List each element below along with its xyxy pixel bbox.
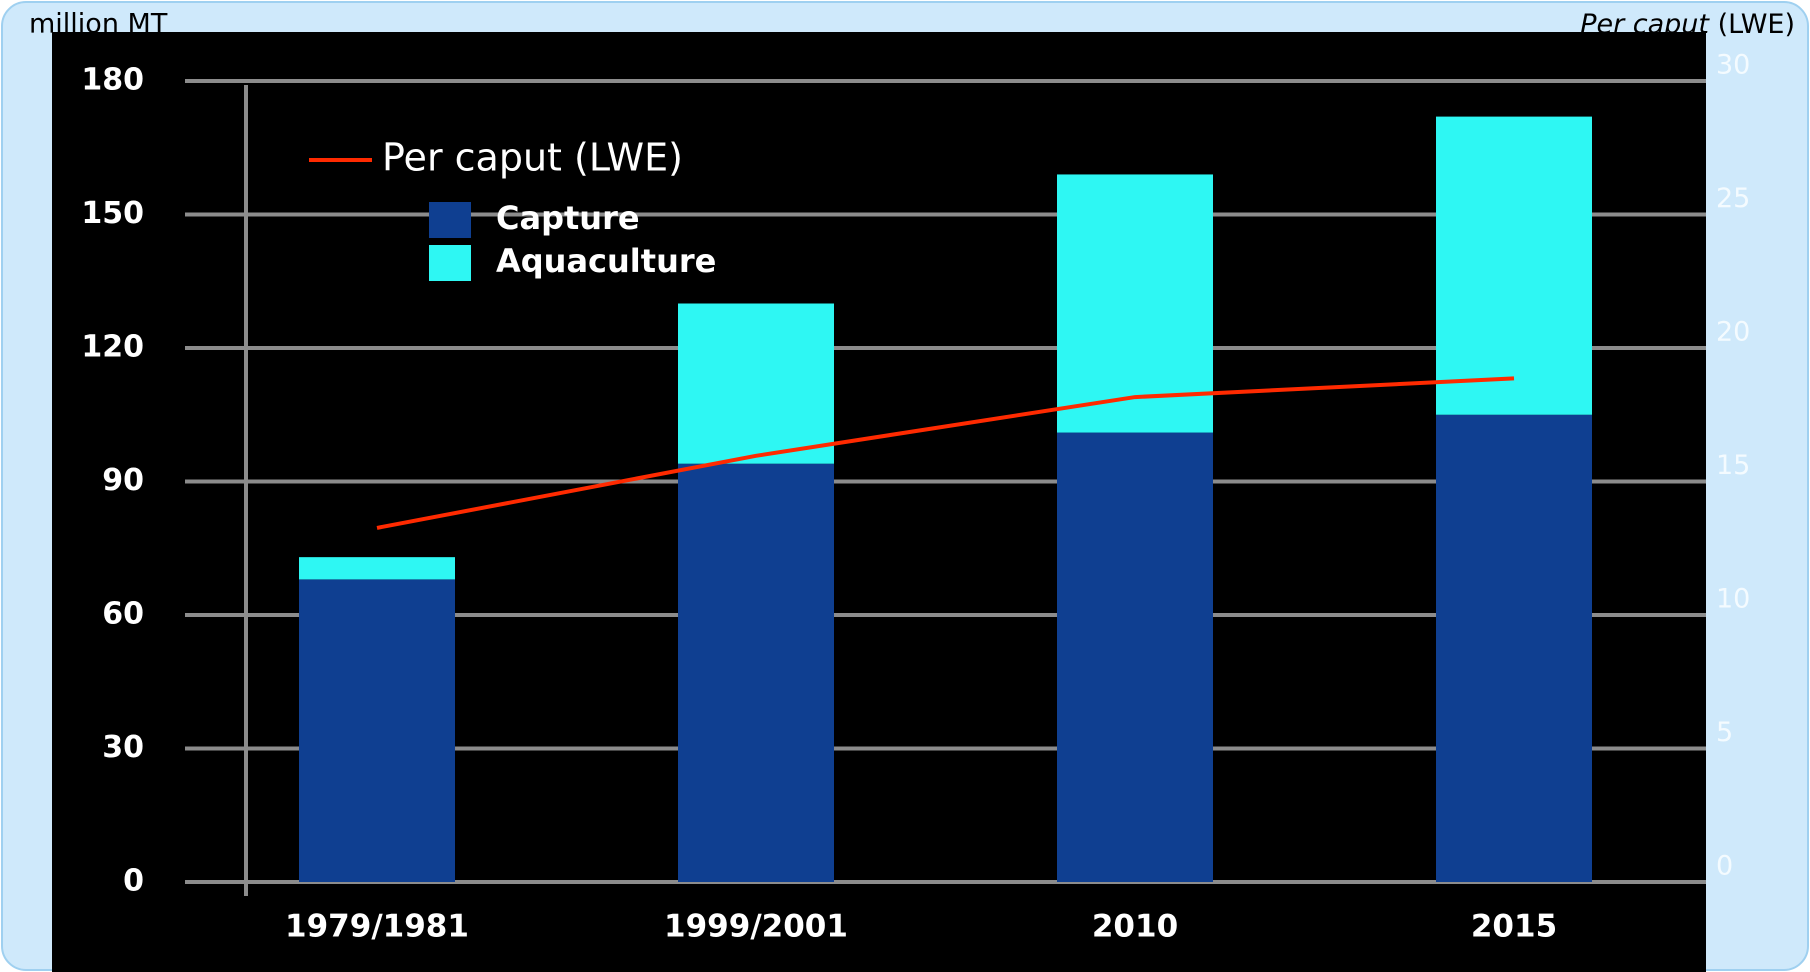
y2-tick-label: 30 [1716, 50, 1750, 81]
y-tick-label: 60 [102, 597, 144, 632]
legend-label: Capture [496, 199, 640, 237]
y2-tick-label: 5 [1716, 717, 1733, 748]
legend-swatch [429, 202, 471, 238]
bar-segment [1057, 432, 1213, 882]
y2-tick-label: 25 [1716, 183, 1750, 214]
y-axis-label: million MT [29, 9, 168, 40]
bar-segment [299, 557, 455, 580]
y2-tick-label: 10 [1716, 584, 1750, 615]
y-tick-label: 30 [102, 730, 144, 765]
legend-label: Aquaculture [496, 242, 716, 280]
legend-label: Per caput (LWE) [382, 136, 683, 180]
y2-axis-label: Per caput (LWE) [1580, 9, 1795, 40]
x-tick-label: 2010 [1092, 909, 1178, 945]
legend-swatch [429, 245, 471, 281]
y2-tick-label: 0 [1716, 851, 1733, 882]
bar-segment [1057, 174, 1213, 433]
bar-segment [1436, 414, 1592, 882]
bar-segment [299, 579, 455, 882]
bar-segment [678, 463, 834, 882]
y-tick-label: 120 [81, 330, 144, 365]
bar-segment [678, 303, 834, 464]
x-tick-label: 1999/2001 [664, 909, 848, 945]
y-tick-label: 90 [102, 463, 144, 498]
line [376, 376, 1515, 530]
x-tick-label: 1979/1981 [285, 909, 469, 945]
y2-axis-label-italic: Per caput [1580, 9, 1710, 40]
y2-axis-label-rest: (LWE) [1718, 9, 1795, 40]
y2-tick-label: 20 [1716, 317, 1750, 348]
y-tick-label: 150 [81, 196, 144, 231]
x-tick-label: 2015 [1471, 909, 1557, 945]
bar-segment [1436, 116, 1592, 415]
y-tick-label: 180 [81, 63, 144, 98]
y2-tick-label: 15 [1716, 450, 1750, 481]
y-tick-label: 0 [123, 864, 144, 899]
